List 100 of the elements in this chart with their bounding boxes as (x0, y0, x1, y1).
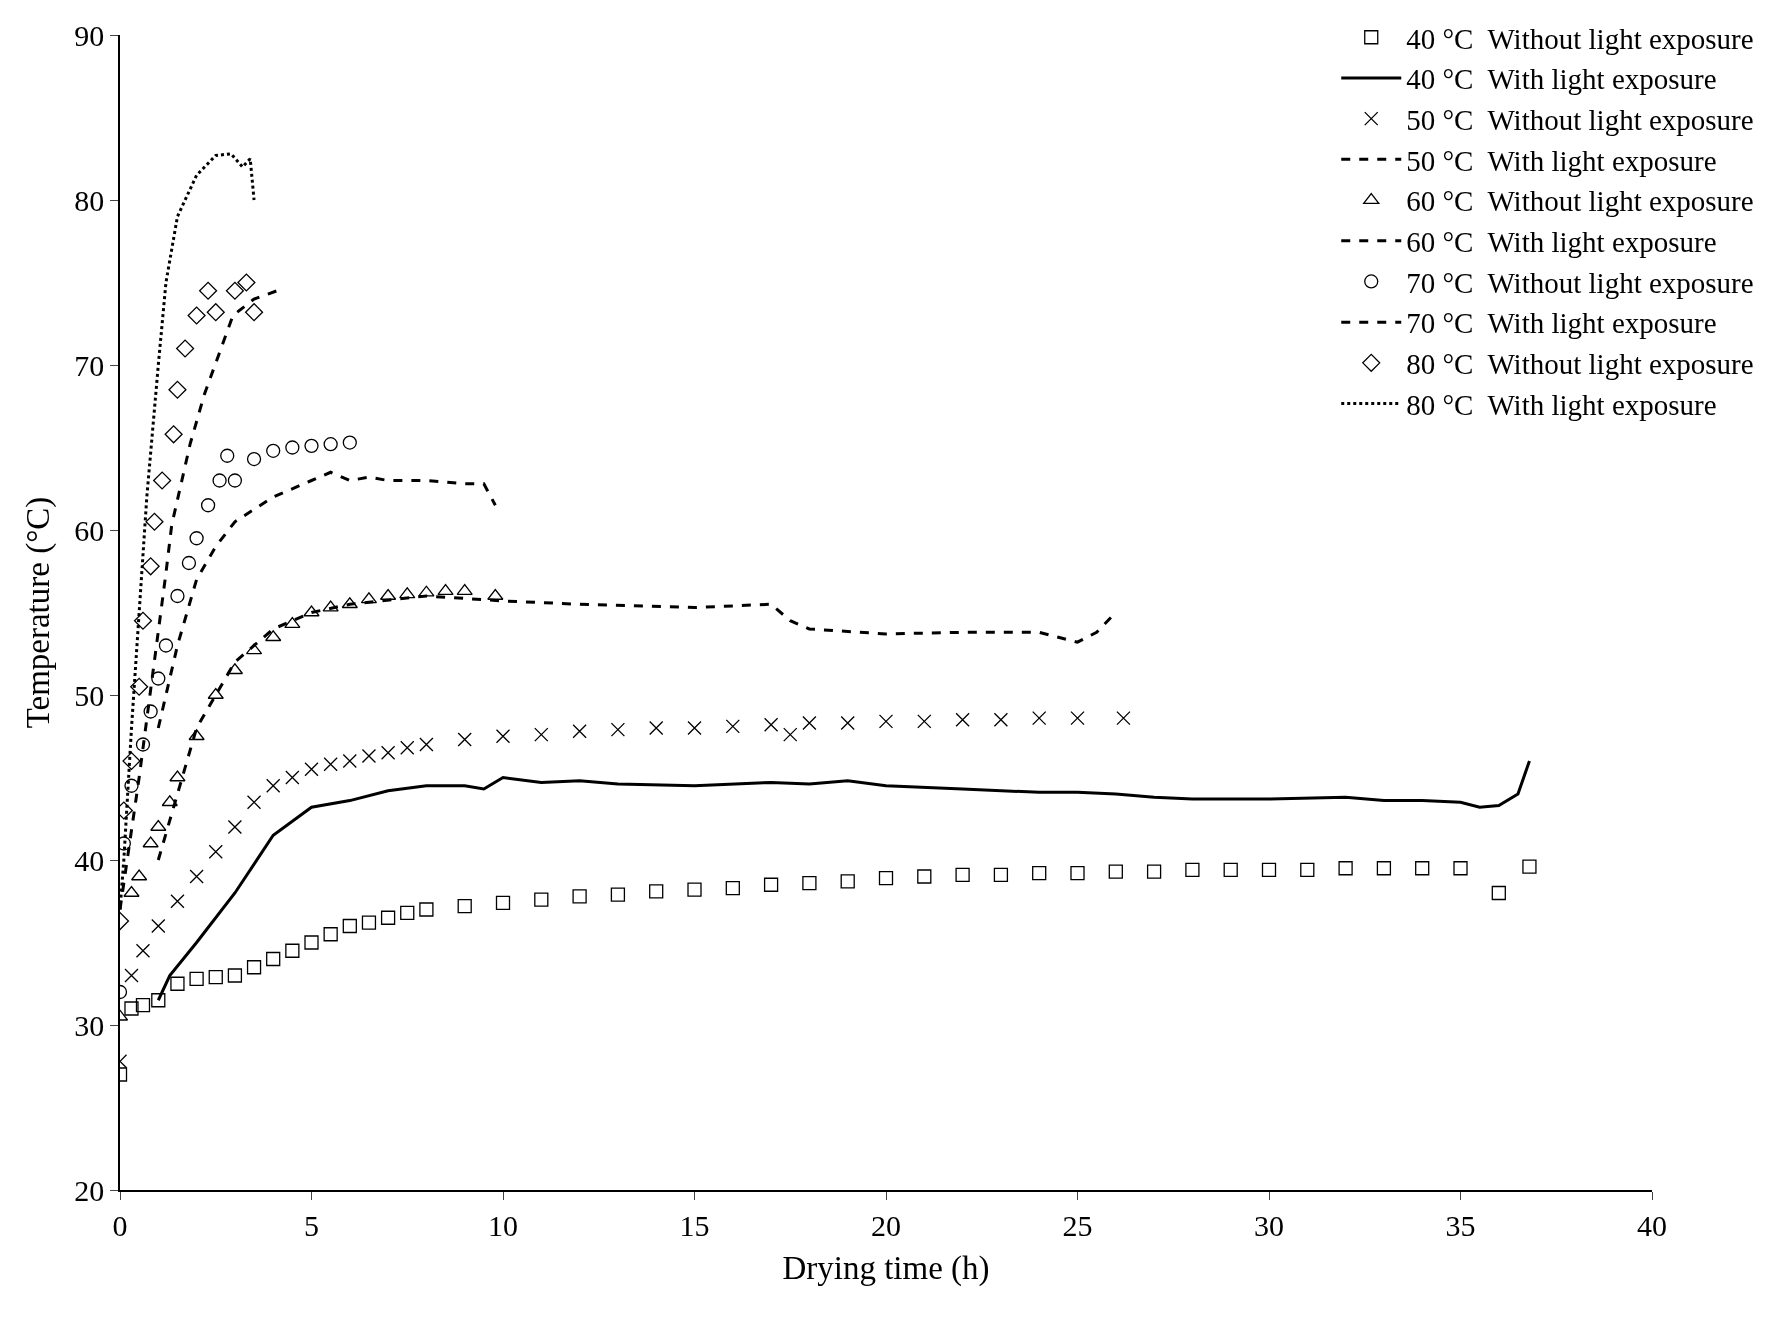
point (135, 998, 151, 1013)
point (246, 451, 262, 467)
point (993, 712, 1009, 727)
point (323, 757, 338, 772)
point (151, 993, 166, 1008)
legend-label: 70 °C Without light exposure (1406, 266, 1754, 299)
legend-label: 80 °C Without light exposure (1406, 348, 1754, 381)
point (1300, 862, 1315, 878)
point (487, 588, 504, 600)
legend-label: 40 °C Without light exposure (1406, 22, 1754, 55)
point (783, 727, 798, 742)
point (225, 281, 244, 300)
point (220, 448, 235, 463)
point (1070, 866, 1085, 881)
y-tick-label: 20 (74, 1173, 105, 1207)
point (189, 531, 204, 546)
point (303, 605, 320, 617)
point (133, 611, 153, 630)
point (917, 714, 932, 729)
point (610, 722, 626, 737)
point (188, 729, 205, 741)
x-tick-label: 35 (1445, 1208, 1476, 1242)
point (495, 729, 511, 744)
point (153, 471, 172, 490)
point (176, 339, 195, 358)
point (649, 884, 664, 899)
y-tick-label: 30 (74, 1008, 105, 1042)
point (150, 819, 167, 831)
point (1491, 885, 1506, 901)
point (687, 882, 702, 897)
point (1146, 864, 1162, 879)
point (802, 715, 817, 731)
point (457, 732, 472, 747)
point (763, 717, 779, 732)
point (266, 778, 281, 793)
point (284, 616, 301, 628)
point (208, 970, 223, 985)
x-tick-label: 20 (871, 1208, 901, 1242)
point (169, 770, 186, 782)
point (323, 927, 338, 942)
point (342, 753, 357, 769)
point (200, 498, 216, 513)
point (399, 587, 416, 599)
point (227, 473, 243, 488)
point (244, 303, 264, 322)
point (878, 871, 894, 886)
point (1185, 862, 1200, 878)
x-tick-label: 30 (1254, 1208, 1284, 1242)
point (198, 281, 218, 300)
point (840, 874, 855, 889)
point (141, 557, 160, 576)
point (1415, 861, 1430, 876)
legend-label: 80 °C With light exposure (1406, 388, 1717, 421)
point (342, 918, 357, 934)
point (419, 737, 434, 752)
y-axis-title: Temperature (°C) (19, 496, 57, 729)
point (208, 844, 223, 859)
point (151, 671, 166, 686)
point (534, 892, 549, 907)
point (266, 951, 281, 967)
point (265, 630, 282, 642)
legend-label: 50 °C Without light exposure (1406, 103, 1754, 136)
point (1032, 866, 1047, 881)
point (142, 836, 159, 848)
point (400, 740, 415, 755)
point (207, 687, 224, 699)
point (285, 943, 300, 958)
y-tick-label: 90 (74, 18, 105, 52)
point (610, 887, 626, 902)
point (1070, 710, 1085, 726)
point (400, 905, 415, 920)
y-tick-label: 80 (74, 183, 105, 217)
point (322, 600, 339, 612)
point (380, 910, 396, 925)
x-tick-label: 15 (679, 1208, 710, 1242)
legend-label: 70 °C With light exposure (1406, 307, 1717, 340)
point (145, 512, 164, 531)
point (227, 819, 243, 835)
x-tick-label: 25 (1062, 1208, 1093, 1242)
y-tick-label: 40 (74, 843, 105, 877)
point (161, 795, 178, 807)
point (725, 880, 740, 896)
point (212, 473, 227, 488)
point (187, 306, 206, 325)
x-axis-title: Drying time (h) (782, 1249, 990, 1287)
point (170, 976, 185, 991)
point (418, 585, 435, 597)
legend-label: 50 °C With light exposure (1406, 144, 1717, 177)
point (206, 303, 225, 322)
point (878, 714, 894, 729)
point (993, 867, 1009, 882)
point (380, 745, 396, 760)
point (1032, 710, 1047, 726)
point (763, 877, 779, 892)
point (304, 762, 319, 777)
x-tick-label: 5 (304, 1208, 319, 1242)
point (189, 869, 204, 884)
point (1453, 861, 1468, 876)
point (1376, 861, 1392, 876)
point (323, 437, 338, 452)
